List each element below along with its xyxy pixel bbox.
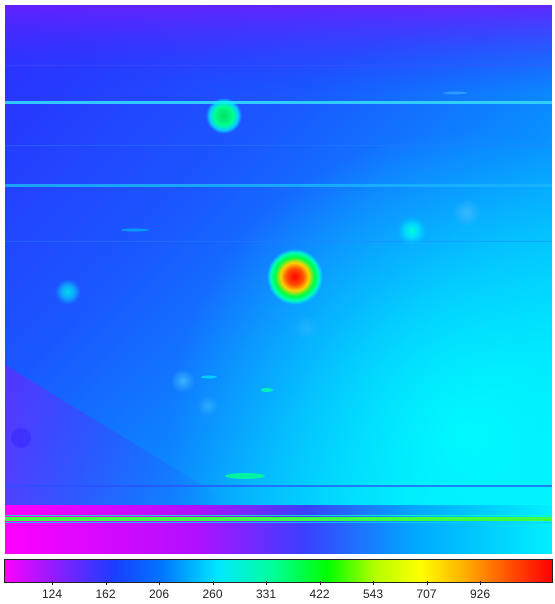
colorbar-tick-mark: [52, 581, 53, 585]
dot-cluster: [225, 473, 265, 479]
streak-line: [5, 145, 552, 146]
dot-cluster: [121, 228, 149, 232]
streak-line: [5, 184, 552, 187]
colorbar-tick-label: 162: [95, 587, 116, 601]
colorbar-tick-mark: [373, 581, 374, 585]
colorbar-tick-mark: [319, 581, 321, 585]
heatmap-image: [5, 5, 552, 554]
colorbar-tick-mark: [105, 581, 107, 585]
colorbar-tick-label: 926: [469, 587, 491, 601]
hot-spot: [267, 249, 323, 305]
colorbar-tick-label: 707: [416, 587, 437, 601]
dot-cluster: [443, 91, 467, 95]
streak-line: [5, 485, 552, 487]
colorbar: [4, 559, 553, 583]
heatmap-left-wedge: [5, 365, 235, 505]
colorbar-tick-label: 260: [202, 587, 223, 601]
bottom-green-line-edge: [5, 515, 552, 516]
dim-spot: [171, 369, 195, 393]
dot-cluster: [201, 375, 217, 379]
bottom-green-line-edge: [5, 522, 552, 523]
colorbar-tick-mark: [159, 581, 160, 585]
faint-spot: [55, 279, 81, 305]
heatmap-canvas: [5, 5, 552, 554]
colorbar-tick-mark: [266, 581, 267, 585]
colorbar-tick-label: 422: [309, 587, 330, 601]
bottom-band: [5, 505, 552, 554]
colorbar-tick-mark: [426, 581, 428, 585]
streak-line: [5, 241, 552, 242]
colorbar-tick-label: 331: [255, 587, 277, 601]
colorbar-tick-mark: [212, 581, 214, 585]
dim-spot: [294, 316, 318, 340]
bottom-green-line: [5, 517, 552, 521]
green-spot: [206, 98, 242, 134]
colorbar-tick-label: 206: [148, 587, 170, 601]
colorbar-tick-label: 124: [41, 587, 63, 601]
colorbar-tick-mark: [480, 581, 481, 585]
dot-cluster: [261, 388, 273, 392]
faint-spot: [397, 216, 427, 246]
dark-spot: [11, 428, 31, 448]
colorbar-tick-label: 543: [362, 587, 384, 601]
dim-spot: [198, 396, 218, 416]
streak-line: [5, 65, 552, 66]
dim-spot: [453, 199, 481, 227]
streak-line: [5, 101, 552, 104]
